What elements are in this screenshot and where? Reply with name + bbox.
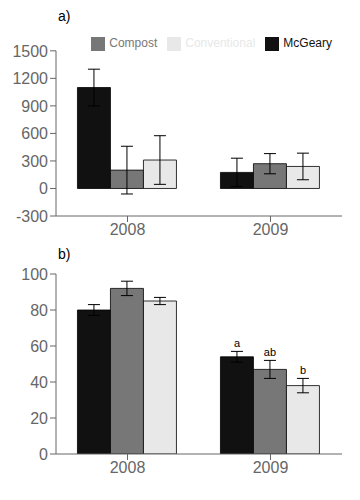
svg-text:60: 60 bbox=[30, 338, 48, 355]
html-text:a): a) bbox=[58, 8, 71, 24]
svg-text:-300: -300 bbox=[16, 208, 48, 225]
svg-text:0: 0 bbox=[39, 180, 48, 197]
svg-text:0: 0 bbox=[39, 446, 48, 463]
html-text:Conventional: Conventional bbox=[185, 36, 256, 50]
svg-text:900: 900 bbox=[21, 98, 48, 115]
svg-text:1500: 1500 bbox=[12, 43, 48, 60]
svg-text:80: 80 bbox=[30, 302, 48, 319]
svg-text:b: b bbox=[300, 364, 306, 376]
svg-text:2009: 2009 bbox=[253, 221, 289, 238]
svg-text:100: 100 bbox=[21, 266, 48, 283]
svg-text:600: 600 bbox=[21, 125, 48, 142]
svg-text:2008: 2008 bbox=[110, 459, 146, 476]
svg-text:a: a bbox=[234, 337, 241, 349]
svg-text:40: 40 bbox=[30, 374, 48, 391]
svg-text:20: 20 bbox=[30, 410, 48, 427]
svg-text:1200: 1200 bbox=[12, 70, 48, 87]
html-text:Compost: Compost bbox=[109, 36, 158, 50]
svg-text:2008: 2008 bbox=[110, 221, 146, 238]
html-text:McGeary: McGeary bbox=[283, 36, 332, 50]
html-text:b): b) bbox=[58, 246, 71, 262]
svg-text:300: 300 bbox=[21, 153, 48, 170]
svg-text:ab: ab bbox=[264, 346, 276, 358]
svg-text:2009: 2009 bbox=[253, 459, 289, 476]
